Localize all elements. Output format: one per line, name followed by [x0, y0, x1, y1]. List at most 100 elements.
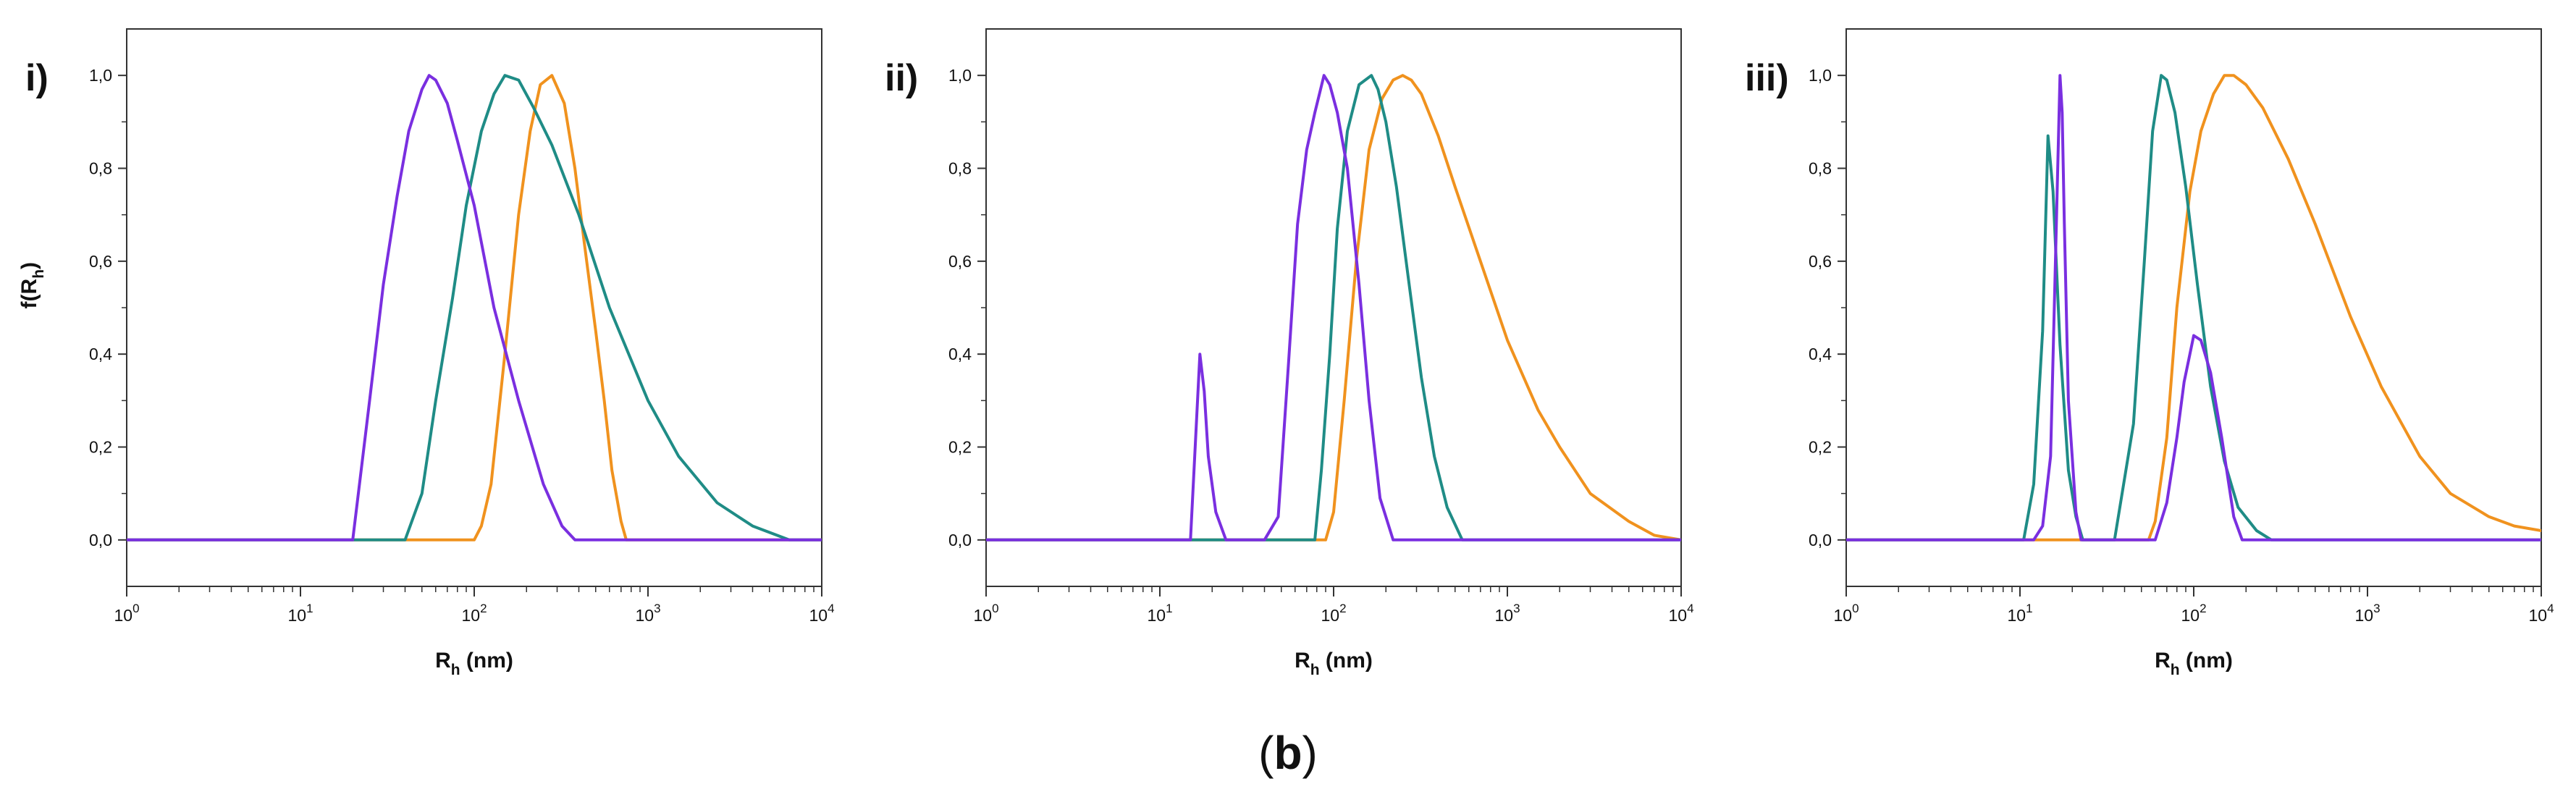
- x-tick-label: 103: [1494, 602, 1520, 625]
- x-tick-label: 101: [1147, 602, 1172, 625]
- x-tick-label: 104: [2528, 602, 2554, 625]
- y-tick-label: 1,0: [948, 66, 972, 85]
- x-tick-exponent: 2: [2200, 602, 2206, 615]
- x-tick-exponent: 1: [306, 602, 313, 615]
- y-tick-label: 0,8: [1809, 159, 1832, 178]
- series-line-teal: [986, 74, 1681, 541]
- figure-caption: (b): [1258, 727, 1318, 779]
- x-axis-label: Rh (nm): [435, 649, 513, 678]
- series-line-purple: [127, 74, 822, 541]
- caption-close-paren: ): [1302, 727, 1318, 779]
- y-tick-label: 1,0: [89, 66, 112, 85]
- series-line-teal: [127, 74, 822, 541]
- y-tick-label: 0,8: [948, 159, 972, 178]
- x-axis-label-unit: (nm): [460, 649, 513, 673]
- y-axis-label-close: ): [17, 262, 41, 269]
- x-tick-base: 10: [461, 606, 480, 625]
- y-tick-label: 1,0: [1809, 66, 1832, 85]
- x-tick-label: 104: [1668, 602, 1693, 625]
- x-axis-label-main: R: [2155, 649, 2171, 673]
- caption-open-paren: (: [1258, 727, 1274, 779]
- x-tick-base: 10: [1321, 606, 1339, 625]
- x-tick-exponent: 2: [1339, 602, 1346, 615]
- x-tick-label: 102: [2181, 602, 2206, 625]
- series-line-purple: [986, 74, 1681, 541]
- x-tick-label: 100: [114, 602, 139, 625]
- y-tick-label: 0,0: [89, 531, 112, 549]
- x-tick-label: 104: [809, 602, 834, 625]
- y-tick-label: 0,6: [948, 252, 972, 271]
- x-tick-base: 10: [2007, 606, 2026, 625]
- y-axis-label-subscript: h: [30, 269, 47, 279]
- x-tick-base: 10: [809, 606, 828, 625]
- y-axis-label: f(Rh): [17, 262, 47, 308]
- x-tick-exponent: 4: [2547, 602, 2554, 615]
- y-tick-label: 0,2: [948, 438, 972, 457]
- panel-label: ii): [885, 57, 918, 99]
- series-line-orange: [1846, 74, 2541, 541]
- x-axis-label: Rh (nm): [1295, 649, 1373, 678]
- x-tick-exponent: 3: [654, 602, 660, 615]
- x-tick-label: 101: [287, 602, 313, 625]
- x-tick-exponent: 0: [992, 602, 998, 615]
- x-tick-label: 101: [2007, 602, 2032, 625]
- x-tick-base: 10: [114, 606, 132, 625]
- x-tick-label: 100: [973, 602, 998, 625]
- y-tick-label: 0,0: [948, 531, 972, 549]
- x-axis-label-subscript: h: [451, 662, 460, 678]
- x-tick-label: 102: [461, 602, 487, 625]
- y-tick-label: 0,2: [89, 438, 112, 457]
- y-tick-label: 0,8: [89, 159, 112, 178]
- series-line-purple: [1846, 74, 2541, 541]
- x-tick-base: 10: [635, 606, 654, 625]
- y-tick-label: 0,6: [1809, 252, 1832, 271]
- x-tick-base: 10: [1833, 606, 1852, 625]
- panel-label: i): [25, 57, 49, 99]
- x-tick-exponent: 2: [480, 602, 487, 615]
- x-tick-exponent: 0: [1852, 602, 1859, 615]
- x-tick-label: 102: [1321, 602, 1346, 625]
- x-tick-label: 100: [1833, 602, 1859, 625]
- panel-label: iii): [1745, 57, 1789, 99]
- y-axis-label-main: f(R: [17, 278, 41, 308]
- series-line-teal: [1846, 74, 2541, 541]
- y-tick-label: 0,4: [89, 345, 112, 363]
- x-tick-exponent: 1: [1166, 602, 1172, 615]
- x-tick-base: 10: [1494, 606, 1513, 625]
- y-tick-label: 0,0: [1809, 531, 1832, 549]
- x-tick-base: 10: [1668, 606, 1687, 625]
- x-axis-label-subscript: h: [2171, 662, 2180, 678]
- x-tick-base: 10: [287, 606, 306, 625]
- y-tick-label: 0,2: [1809, 438, 1832, 457]
- y-tick-label: 0,4: [948, 345, 972, 363]
- x-tick-label: 103: [635, 602, 660, 625]
- x-axis-label-subscript: h: [1310, 662, 1320, 678]
- plot-frame: [1845, 28, 2542, 587]
- y-tick-label: 0,6: [89, 252, 112, 271]
- x-tick-base: 10: [2354, 606, 2373, 625]
- series-line-orange: [127, 74, 822, 541]
- x-tick-exponent: 4: [828, 602, 834, 615]
- x-tick-exponent: 3: [2373, 602, 2380, 615]
- caption-letter: b: [1274, 727, 1302, 779]
- x-tick-exponent: 1: [2026, 602, 2032, 615]
- x-tick-exponent: 4: [1687, 602, 1693, 615]
- x-tick-base: 10: [2528, 606, 2547, 625]
- x-tick-exponent: 0: [132, 602, 139, 615]
- x-axis-label-unit: (nm): [1320, 649, 1373, 673]
- x-axis-label-main: R: [435, 649, 451, 673]
- x-tick-base: 10: [1147, 606, 1166, 625]
- x-tick-label: 103: [2354, 602, 2380, 625]
- x-axis-label-unit: (nm): [2180, 649, 2233, 673]
- x-tick-base: 10: [973, 606, 992, 625]
- series-line-orange: [986, 74, 1681, 541]
- x-tick-base: 10: [2181, 606, 2200, 625]
- y-tick-label: 0,4: [1809, 345, 1832, 363]
- x-axis-label-main: R: [1295, 649, 1310, 673]
- x-axis-label: Rh (nm): [2155, 649, 2233, 678]
- x-tick-exponent: 3: [1513, 602, 1520, 615]
